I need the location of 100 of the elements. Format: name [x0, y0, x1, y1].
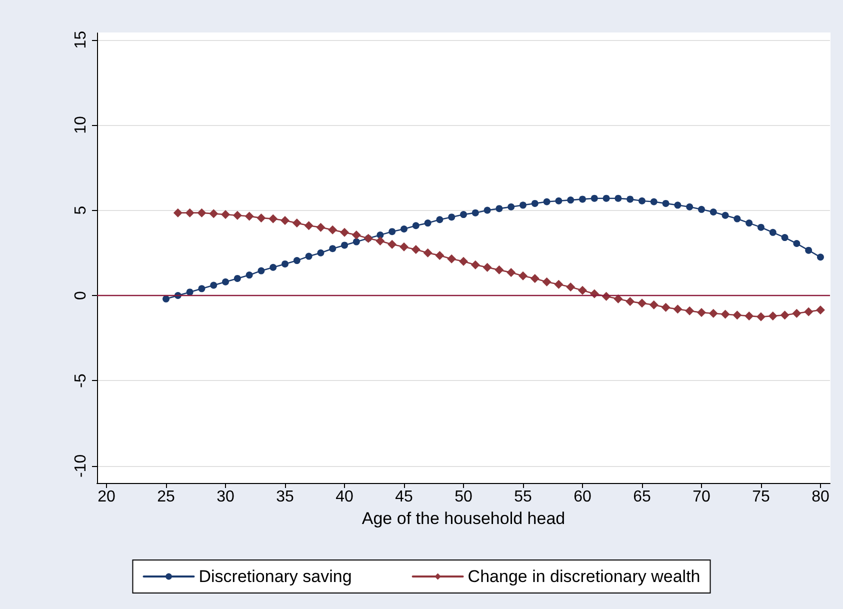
point	[292, 218, 302, 228]
point	[329, 245, 336, 252]
point	[258, 267, 265, 274]
point	[508, 203, 515, 210]
point	[400, 242, 409, 252]
legend-label: Change in discretionary wealth	[468, 567, 700, 586]
point	[244, 212, 254, 221]
point	[626, 296, 635, 306]
point	[352, 238, 360, 246]
point	[400, 226, 408, 233]
point	[662, 200, 670, 207]
point	[460, 211, 467, 218]
point	[722, 212, 729, 219]
x-tick-label: 40	[336, 488, 354, 506]
y-tick-label: 0	[72, 290, 90, 300]
point	[781, 234, 788, 242]
legend-label: Discretionary saving	[198, 567, 352, 586]
point	[756, 312, 766, 322]
point	[626, 196, 634, 203]
point	[649, 300, 658, 310]
point	[554, 280, 564, 289]
point	[448, 214, 456, 221]
x-tick-label: 60	[574, 488, 592, 506]
point	[316, 222, 326, 232]
point	[222, 278, 230, 286]
point	[566, 282, 576, 292]
point	[543, 198, 550, 206]
point	[424, 220, 432, 227]
point	[661, 302, 670, 312]
point	[579, 196, 586, 203]
point	[376, 231, 384, 238]
point	[590, 194, 598, 202]
point	[376, 236, 385, 246]
point	[423, 248, 432, 258]
point	[282, 260, 289, 268]
point	[472, 209, 479, 216]
point	[232, 210, 242, 220]
y-tick-label: -5	[72, 374, 90, 388]
point	[542, 277, 552, 286]
x-tick-label: 45	[395, 488, 414, 506]
point	[197, 208, 206, 218]
point	[328, 225, 338, 234]
point	[793, 240, 800, 248]
point	[340, 228, 350, 237]
point	[614, 294, 623, 304]
point	[506, 268, 516, 277]
point	[602, 194, 610, 202]
point	[268, 214, 278, 224]
point	[341, 242, 348, 249]
point	[162, 295, 170, 302]
point	[388, 228, 396, 236]
point	[746, 220, 753, 227]
point	[210, 282, 218, 289]
y-tick-label: 10	[72, 116, 90, 134]
point	[732, 310, 742, 320]
point	[352, 230, 361, 240]
point	[757, 224, 764, 231]
point	[530, 274, 540, 283]
point	[674, 202, 682, 209]
point	[578, 286, 587, 295]
point	[804, 307, 814, 316]
point	[494, 265, 504, 274]
point	[270, 264, 277, 271]
point	[780, 310, 790, 320]
y-tick-label: 5	[72, 206, 90, 215]
point	[388, 240, 397, 249]
point	[305, 252, 312, 260]
point	[673, 304, 682, 314]
point	[436, 216, 444, 224]
x-axis-title: Age of the household head	[362, 508, 566, 528]
point	[435, 250, 444, 260]
point	[637, 298, 646, 308]
point	[650, 198, 658, 206]
point	[805, 246, 812, 254]
point	[198, 285, 206, 292]
point	[293, 257, 300, 264]
x-tick-label: 80	[812, 488, 830, 506]
x-tick-label: 50	[454, 488, 472, 506]
point	[173, 208, 182, 218]
point	[459, 256, 468, 266]
point	[520, 202, 526, 209]
point	[470, 260, 480, 270]
point	[638, 197, 646, 204]
point	[280, 216, 290, 225]
point	[221, 210, 230, 220]
point	[686, 203, 694, 210]
point	[256, 213, 266, 222]
point	[555, 197, 562, 204]
point	[792, 308, 802, 318]
point	[209, 209, 218, 218]
point	[768, 311, 778, 320]
x-tick-label: 75	[752, 488, 770, 506]
point	[246, 272, 253, 279]
point	[304, 221, 314, 230]
point	[518, 271, 528, 280]
point	[482, 262, 492, 272]
point	[720, 310, 730, 319]
x-tick-label: 30	[216, 488, 235, 506]
x-tick-label: 35	[276, 488, 294, 506]
point	[411, 244, 420, 254]
